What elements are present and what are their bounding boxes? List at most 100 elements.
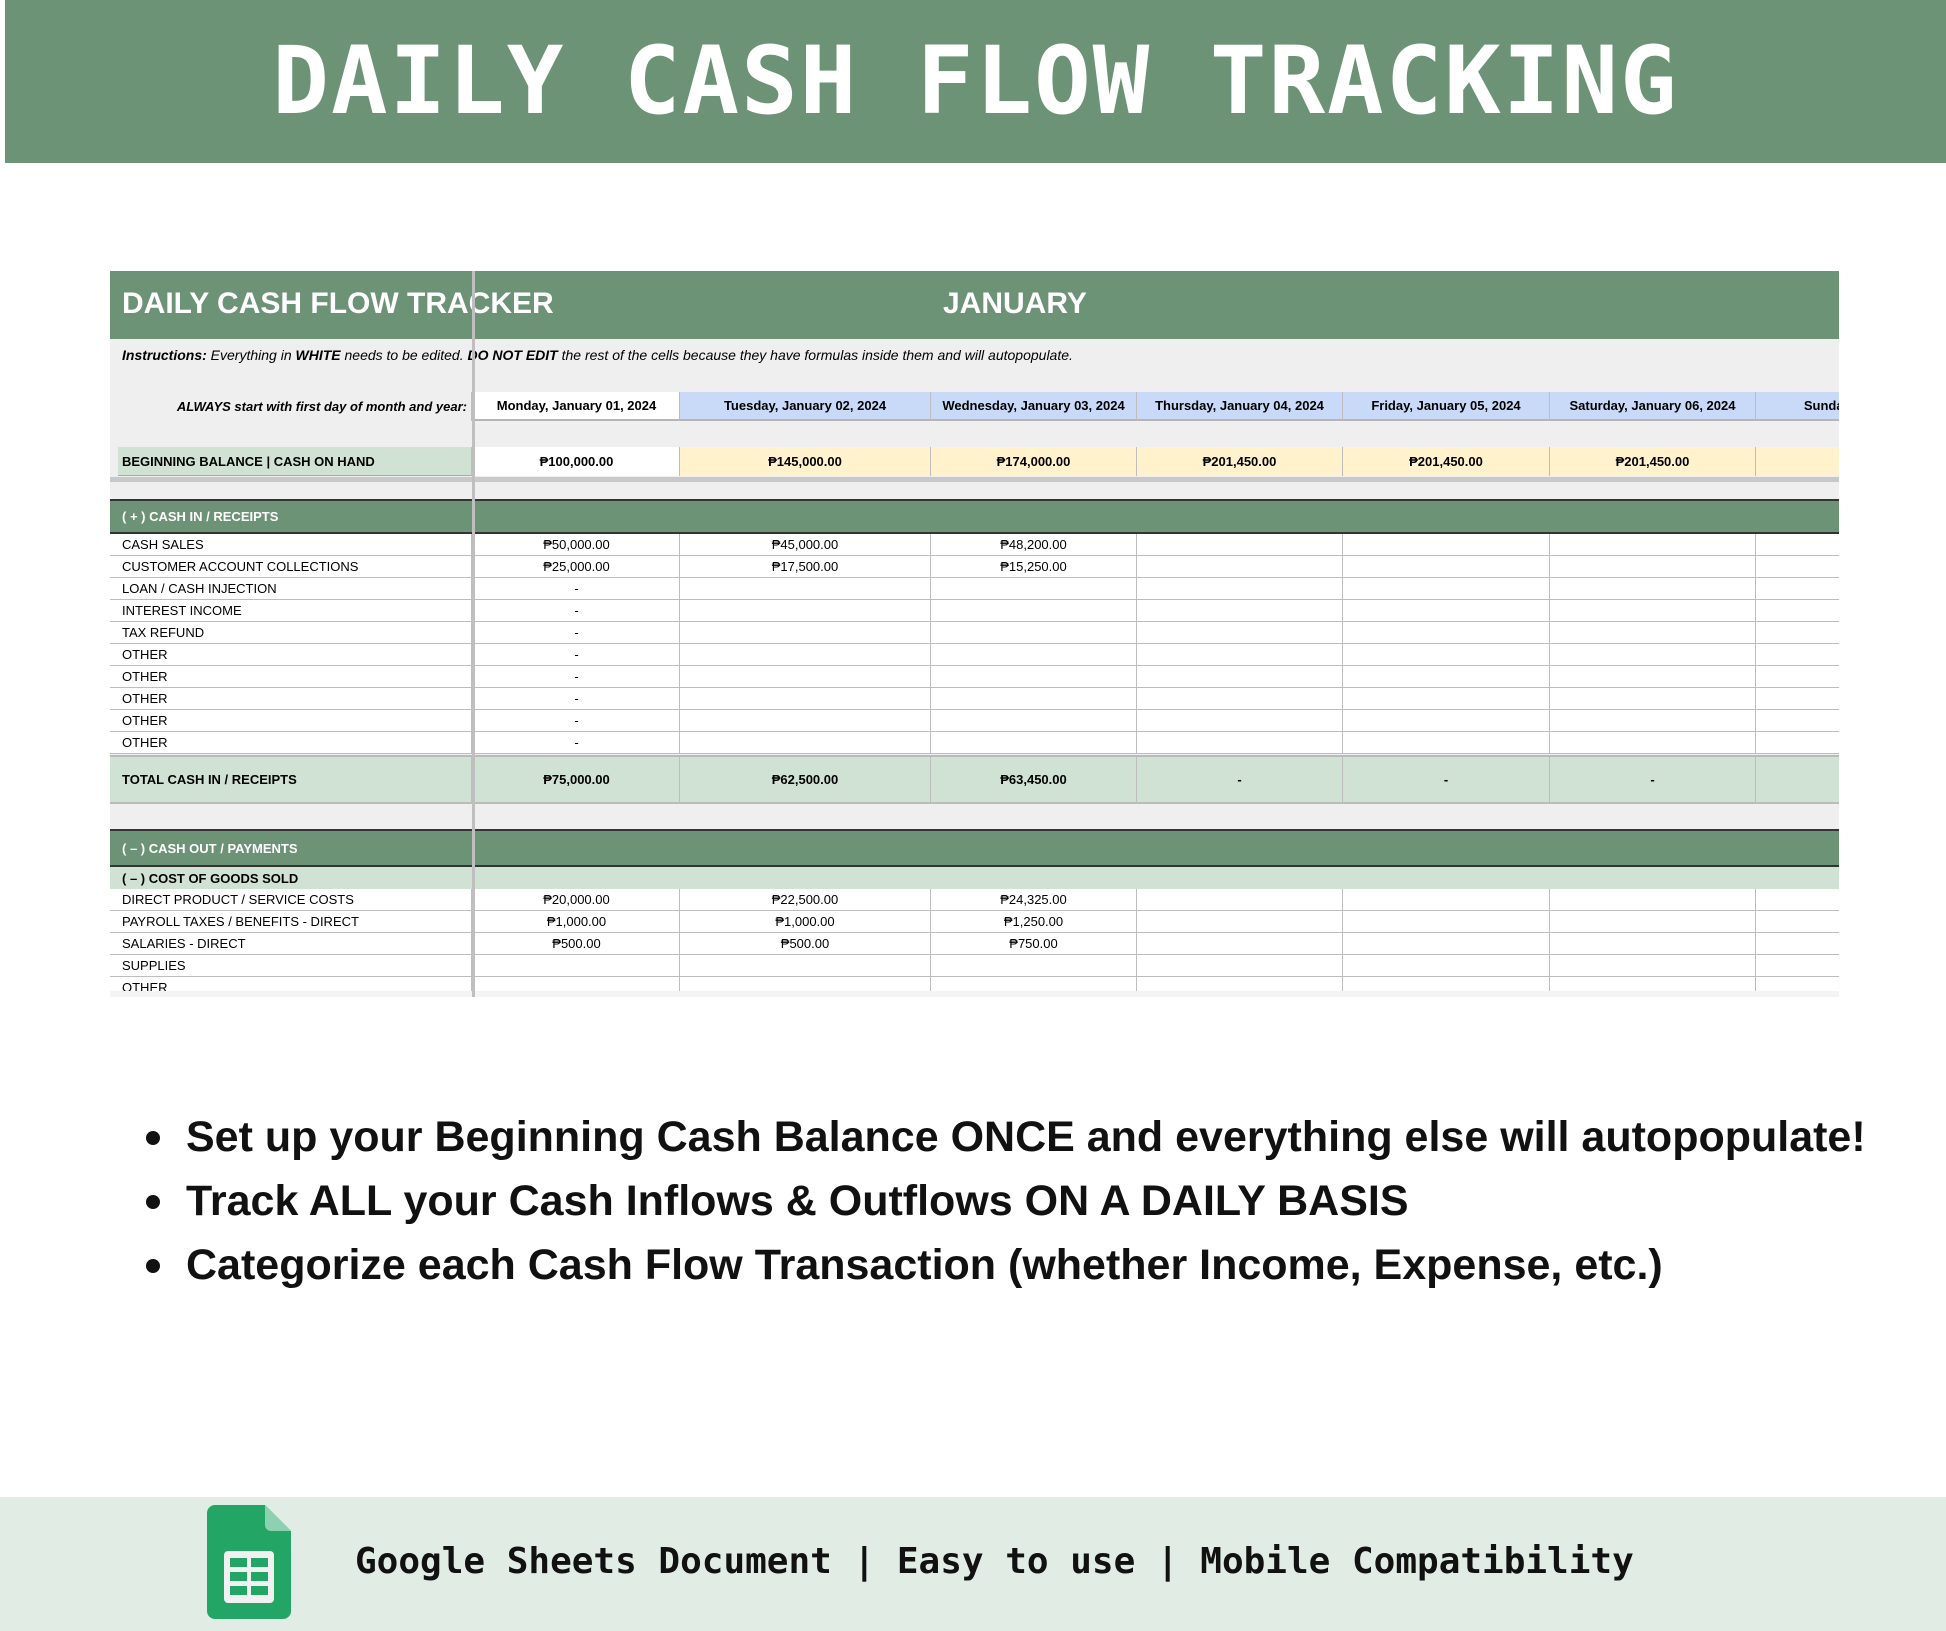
cell[interactable] bbox=[931, 644, 1137, 665]
cell[interactable] bbox=[1550, 578, 1756, 599]
cell[interactable] bbox=[1137, 622, 1343, 643]
cell[interactable] bbox=[1756, 578, 1839, 599]
cell[interactable] bbox=[1137, 578, 1343, 599]
cell[interactable] bbox=[1550, 955, 1756, 976]
cell[interactable] bbox=[680, 666, 931, 687]
cell[interactable] bbox=[1550, 688, 1756, 709]
cell[interactable]: ₱1,250.00 bbox=[931, 911, 1137, 932]
cell[interactable]: ₱1,000.00 bbox=[680, 911, 931, 932]
cell[interactable]: ₱25,000.00 bbox=[474, 556, 680, 577]
cell[interactable] bbox=[1343, 889, 1550, 910]
cell[interactable] bbox=[1137, 732, 1343, 753]
cell[interactable]: ₱17,500.00 bbox=[680, 556, 931, 577]
cell[interactable] bbox=[1756, 710, 1839, 731]
horizontal-scrollbar[interactable] bbox=[110, 991, 1839, 997]
cell[interactable] bbox=[1550, 889, 1756, 910]
cell[interactable] bbox=[1756, 644, 1839, 665]
cell[interactable]: Thursday, January 04, 2024 bbox=[1137, 392, 1343, 421]
cell[interactable] bbox=[1550, 977, 1756, 997]
cell[interactable] bbox=[1137, 933, 1343, 954]
cell[interactable]: ₱100,000.00 bbox=[474, 447, 680, 476]
cell[interactable] bbox=[1756, 666, 1839, 687]
cell[interactable] bbox=[1343, 644, 1550, 665]
cell[interactable]: - bbox=[1343, 757, 1550, 802]
cell[interactable]: ₱22,500.00 bbox=[680, 889, 931, 910]
cell[interactable]: - bbox=[474, 688, 680, 709]
cell[interactable] bbox=[1550, 666, 1756, 687]
cell[interactable] bbox=[1756, 955, 1839, 976]
cell[interactable]: ₱48,200.00 bbox=[931, 534, 1137, 555]
cell[interactable]: Sunday, January 07, 2024 bbox=[1756, 392, 1839, 421]
cell[interactable] bbox=[680, 955, 931, 976]
cell[interactable]: ₱50,000.00 bbox=[474, 534, 680, 555]
cell[interactable] bbox=[1343, 578, 1550, 599]
cell[interactable] bbox=[1343, 911, 1550, 932]
cell[interactable] bbox=[1550, 710, 1756, 731]
cell[interactable] bbox=[1137, 955, 1343, 976]
frozen-column-divider[interactable] bbox=[472, 271, 475, 997]
cell[interactable] bbox=[680, 644, 931, 665]
cell[interactable]: - bbox=[1550, 757, 1756, 802]
cell[interactable] bbox=[680, 622, 931, 643]
cell[interactable]: - bbox=[474, 644, 680, 665]
cell[interactable] bbox=[1756, 911, 1839, 932]
cell[interactable] bbox=[931, 977, 1137, 997]
cell[interactable] bbox=[1137, 556, 1343, 577]
cell[interactable] bbox=[1550, 534, 1756, 555]
cell[interactable]: Monday, January 01, 2024 bbox=[474, 392, 680, 421]
cell[interactable]: - bbox=[474, 732, 680, 753]
cell[interactable] bbox=[1550, 732, 1756, 753]
cell[interactable]: ₱500.00 bbox=[680, 933, 931, 954]
cell[interactable] bbox=[1137, 911, 1343, 932]
cell[interactable]: ₱201,450.00 bbox=[1343, 447, 1550, 476]
cell[interactable] bbox=[1343, 622, 1550, 643]
cell[interactable] bbox=[1343, 710, 1550, 731]
cell[interactable] bbox=[931, 955, 1137, 976]
cell[interactable]: - bbox=[474, 666, 680, 687]
cell[interactable] bbox=[680, 977, 931, 997]
cell[interactable] bbox=[1343, 600, 1550, 621]
cell[interactable]: Wednesday, January 03, 2024 bbox=[931, 392, 1137, 421]
cell[interactable] bbox=[1343, 688, 1550, 709]
cell[interactable]: ₱15,250.00 bbox=[931, 556, 1137, 577]
cell[interactable]: ₱145,000.00 bbox=[680, 447, 931, 476]
cell[interactable]: ₱1,000.00 bbox=[474, 911, 680, 932]
cell[interactable] bbox=[1756, 622, 1839, 643]
cell[interactable] bbox=[474, 977, 680, 997]
cell[interactable] bbox=[1756, 556, 1839, 577]
cell[interactable] bbox=[1756, 889, 1839, 910]
cell[interactable] bbox=[1343, 556, 1550, 577]
cell[interactable]: - bbox=[474, 600, 680, 621]
cell[interactable] bbox=[1550, 911, 1756, 932]
cell[interactable] bbox=[1756, 732, 1839, 753]
cell[interactable] bbox=[1343, 534, 1550, 555]
cell[interactable] bbox=[680, 578, 931, 599]
cell[interactable] bbox=[1137, 600, 1343, 621]
cell[interactable] bbox=[680, 600, 931, 621]
cell[interactable] bbox=[1343, 933, 1550, 954]
cell[interactable] bbox=[1137, 710, 1343, 731]
cell[interactable] bbox=[1343, 977, 1550, 997]
cell[interactable] bbox=[1550, 556, 1756, 577]
cell[interactable] bbox=[680, 710, 931, 731]
cell[interactable]: ₱201,450.00 bbox=[1550, 447, 1756, 476]
cell[interactable] bbox=[1343, 666, 1550, 687]
cell[interactable] bbox=[474, 955, 680, 976]
cell[interactable] bbox=[1137, 534, 1343, 555]
cell[interactable] bbox=[1756, 688, 1839, 709]
cell[interactable]: ₱500.00 bbox=[474, 933, 680, 954]
cell[interactable] bbox=[1550, 644, 1756, 665]
cell[interactable] bbox=[1137, 889, 1343, 910]
cell[interactable]: ₱750.00 bbox=[931, 933, 1137, 954]
cell[interactable] bbox=[931, 578, 1137, 599]
cell[interactable]: ₱201,450.00 bbox=[1756, 447, 1839, 476]
cell[interactable]: ₱45,000.00 bbox=[680, 534, 931, 555]
cell[interactable]: - bbox=[474, 710, 680, 731]
cell[interactable]: - bbox=[1137, 757, 1343, 802]
cell[interactable] bbox=[931, 666, 1137, 687]
cell[interactable]: ₱174,000.00 bbox=[931, 447, 1137, 476]
cell[interactable] bbox=[1137, 666, 1343, 687]
cell[interactable] bbox=[1137, 688, 1343, 709]
cell[interactable] bbox=[680, 732, 931, 753]
cell[interactable] bbox=[1550, 622, 1756, 643]
